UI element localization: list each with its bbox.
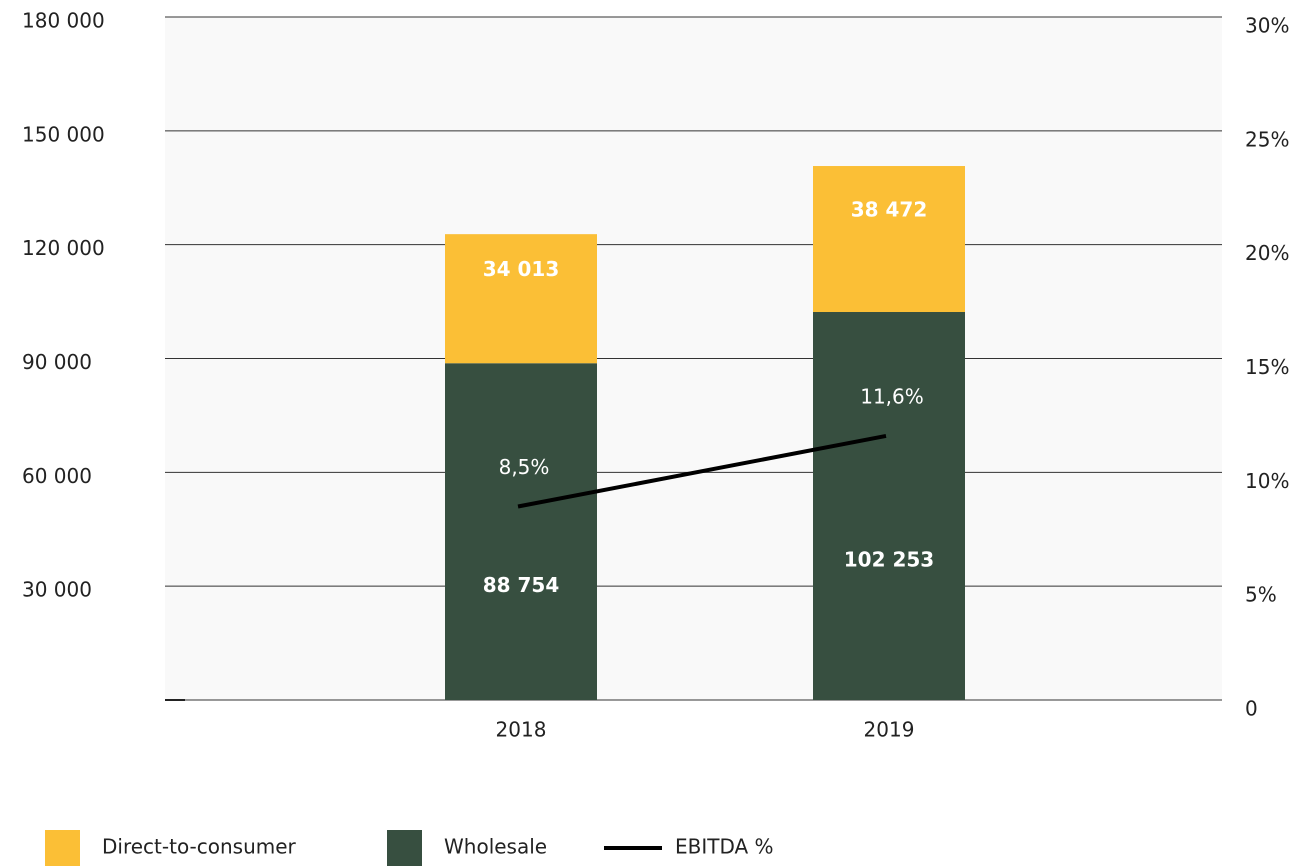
- x-tick-label: 2019: [864, 718, 915, 742]
- y-tick-label: 90 000: [22, 350, 92, 374]
- y-tick-label: 30 000: [22, 578, 92, 602]
- legend-swatch: [387, 830, 422, 866]
- bar-segment: [445, 363, 597, 700]
- data-label: 88 754: [483, 573, 560, 597]
- data-label: 102 253: [844, 548, 934, 572]
- y-tick-label: 180 000: [22, 9, 105, 33]
- y2-tick-label: 25%: [1245, 127, 1289, 151]
- legend-label: Wholesale: [444, 835, 547, 859]
- line-series: [517, 433, 887, 509]
- y2-tick-label: 20%: [1245, 241, 1289, 265]
- y2-tick-label: 5%: [1245, 583, 1277, 607]
- bar-segment: [813, 166, 965, 313]
- y-tick-label: 150 000: [22, 122, 105, 146]
- legend-label: EBITDA %: [675, 835, 774, 859]
- line-label: 11,6%: [860, 384, 924, 408]
- y2-tick-label: 30%: [1245, 14, 1289, 38]
- y-tick-label: 60 000: [22, 464, 92, 488]
- data-label: 38 472: [851, 198, 928, 222]
- legend-label: Direct-to-consumer: [102, 835, 297, 859]
- data-label: 34 013: [483, 257, 560, 281]
- legend-swatch: [45, 830, 80, 866]
- y-tick-label: 120 000: [22, 236, 105, 260]
- y2-tick-label: 0: [1245, 697, 1258, 721]
- x-tick-label: 2018: [496, 718, 547, 742]
- line-label: 8,5%: [499, 455, 550, 479]
- y2-tick-label: 15%: [1245, 355, 1289, 379]
- bar-segment: [445, 234, 597, 364]
- y2-tick-label: 10%: [1245, 469, 1289, 493]
- bar-segment: [813, 312, 965, 700]
